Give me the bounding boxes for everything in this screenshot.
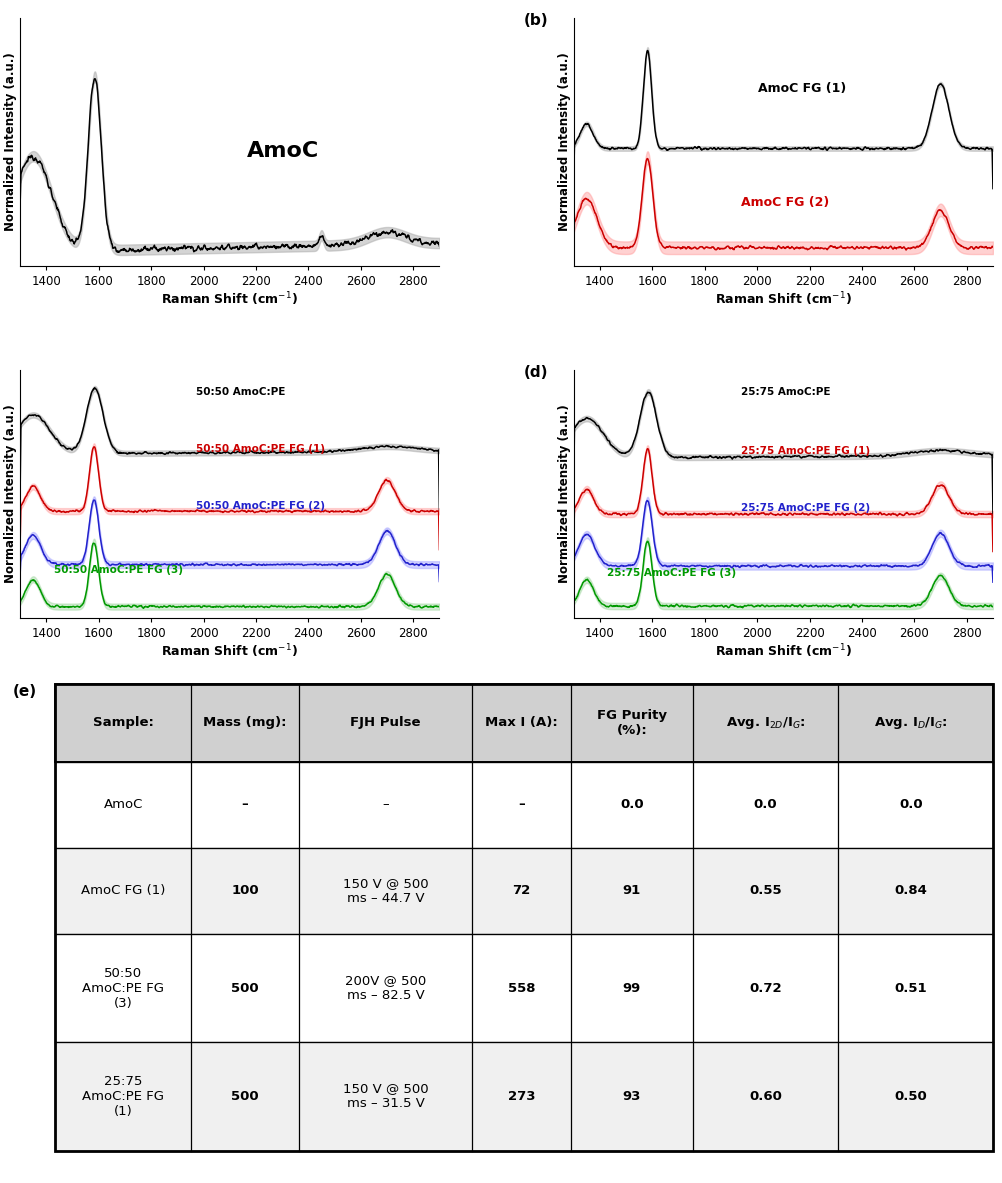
Text: 50:50
AmoC:PE FG
(3): 50:50 AmoC:PE FG (3) — [82, 967, 164, 1009]
Text: 99: 99 — [622, 982, 640, 995]
Text: 273: 273 — [507, 1090, 535, 1103]
Text: 200V @ 500
ms – 82.5 V: 200V @ 500 ms – 82.5 V — [345, 974, 426, 1002]
Text: (e): (e) — [13, 684, 37, 699]
Text: 0.51: 0.51 — [894, 982, 926, 995]
Text: Avg. I$_D$/I$_G$:: Avg. I$_D$/I$_G$: — [873, 715, 947, 731]
Y-axis label: Normalized Intensity (a.u.): Normalized Intensity (a.u.) — [557, 405, 570, 583]
Text: 0.50: 0.50 — [894, 1090, 927, 1103]
Text: 50:50 AmoC:PE FG (1): 50:50 AmoC:PE FG (1) — [196, 444, 325, 454]
Y-axis label: Normalized Intensity (a.u.): Normalized Intensity (a.u.) — [4, 405, 17, 583]
Bar — [55, 848, 992, 935]
Text: 500: 500 — [231, 1090, 259, 1103]
Bar — [55, 762, 992, 848]
Text: 100: 100 — [231, 885, 259, 898]
Text: AmoC FG (2): AmoC FG (2) — [740, 196, 829, 209]
Text: FJH Pulse: FJH Pulse — [350, 717, 421, 730]
Text: Max I (A):: Max I (A): — [485, 717, 557, 730]
Text: 150 V @ 500
ms – 31.5 V: 150 V @ 500 ms – 31.5 V — [343, 1082, 428, 1111]
Text: –: – — [382, 799, 389, 812]
Text: 25:75 AmoC:PE FG (2): 25:75 AmoC:PE FG (2) — [740, 503, 870, 513]
Text: –: – — [241, 799, 248, 812]
Text: AmoC FG (1): AmoC FG (1) — [81, 885, 165, 898]
Text: Avg. I$_{2D}$/I$_G$:: Avg. I$_{2D}$/I$_G$: — [724, 715, 805, 731]
X-axis label: Raman Shift (cm$^{-1}$): Raman Shift (cm$^{-1}$) — [161, 642, 298, 660]
Text: AmoC FG (1): AmoC FG (1) — [758, 82, 846, 95]
Text: 25:75 AmoC:PE: 25:75 AmoC:PE — [740, 387, 830, 396]
Text: 25:75 AmoC:PE FG (3): 25:75 AmoC:PE FG (3) — [606, 568, 735, 577]
Text: 150 V @ 500
ms – 44.7 V: 150 V @ 500 ms – 44.7 V — [343, 877, 428, 905]
Bar — [55, 1042, 992, 1151]
Text: –: – — [518, 799, 525, 812]
Text: 93: 93 — [622, 1090, 640, 1103]
X-axis label: Raman Shift (cm$^{-1}$): Raman Shift (cm$^{-1}$) — [714, 642, 851, 660]
Text: AmoC: AmoC — [103, 799, 142, 812]
Text: (b): (b) — [523, 13, 547, 27]
Y-axis label: Normalized Intensity (a.u.): Normalized Intensity (a.u.) — [557, 52, 570, 231]
Text: 91: 91 — [622, 885, 640, 898]
Text: 0.72: 0.72 — [748, 982, 782, 995]
Text: 0.60: 0.60 — [748, 1090, 782, 1103]
Y-axis label: Normalized Intensity (a.u.): Normalized Intensity (a.u.) — [4, 52, 17, 231]
Text: (d): (d) — [523, 366, 547, 380]
Text: 500: 500 — [231, 982, 259, 995]
Text: 25:75
AmoC:PE FG
(1): 25:75 AmoC:PE FG (1) — [82, 1075, 164, 1118]
Text: 0.0: 0.0 — [619, 799, 643, 812]
Text: Sample:: Sample: — [92, 717, 153, 730]
X-axis label: Raman Shift (cm$^{-1}$): Raman Shift (cm$^{-1}$) — [161, 291, 298, 309]
Text: FG Purity
(%):: FG Purity (%): — [596, 709, 666, 737]
Text: 50:50 AmoC:PE FG (3): 50:50 AmoC:PE FG (3) — [53, 565, 182, 575]
Bar — [55, 684, 992, 762]
Bar — [55, 935, 992, 1042]
Text: 25:75 AmoC:PE FG (1): 25:75 AmoC:PE FG (1) — [740, 446, 870, 457]
Text: Mass (mg):: Mass (mg): — [203, 717, 287, 730]
Text: 558: 558 — [507, 982, 535, 995]
Text: 72: 72 — [512, 885, 530, 898]
Text: 0.0: 0.0 — [753, 799, 777, 812]
Text: 50:50 AmoC:PE: 50:50 AmoC:PE — [196, 387, 286, 396]
Text: AmoC: AmoC — [246, 141, 319, 161]
Text: 50:50 AmoC:PE FG (2): 50:50 AmoC:PE FG (2) — [196, 500, 325, 511]
Text: 0.0: 0.0 — [898, 799, 922, 812]
Text: 0.55: 0.55 — [748, 885, 782, 898]
Text: 0.84: 0.84 — [894, 885, 927, 898]
X-axis label: Raman Shift (cm$^{-1}$): Raman Shift (cm$^{-1}$) — [714, 291, 851, 309]
